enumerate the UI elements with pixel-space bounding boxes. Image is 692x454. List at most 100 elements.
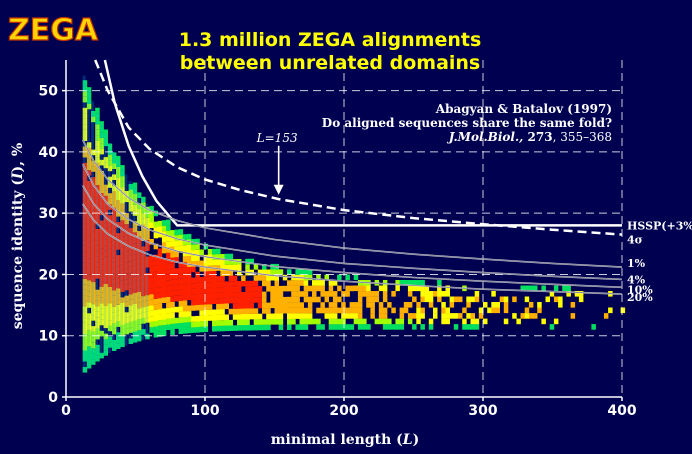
density-cell	[99, 237, 104, 243]
density-cell	[82, 168, 88, 175]
density-cell	[166, 291, 171, 297]
density-cell	[203, 276, 209, 283]
density-cell	[332, 291, 338, 297]
density-cell	[111, 240, 117, 247]
density-cell	[357, 296, 363, 303]
density-cell	[166, 313, 171, 319]
density-cell	[420, 307, 425, 314]
density-cell	[257, 319, 263, 325]
density-cell	[382, 291, 388, 297]
density-cell	[395, 318, 400, 325]
density-cell	[207, 298, 213, 305]
density-cell	[232, 325, 238, 331]
density-cell	[145, 311, 150, 318]
density-cell	[86, 274, 92, 281]
density-cell	[445, 291, 450, 297]
density-cell	[337, 296, 342, 303]
density-cell	[157, 248, 163, 255]
density-cell	[241, 297, 246, 304]
density-column	[82, 75, 86, 373]
density-cell	[111, 213, 117, 219]
density-cell	[178, 273, 184, 279]
density-cell	[574, 291, 580, 297]
density-cell	[566, 285, 571, 292]
density-cell	[491, 291, 496, 297]
density-cell	[399, 307, 405, 314]
density-cell	[349, 302, 355, 308]
density-cell	[249, 308, 254, 314]
density-cell	[312, 291, 317, 297]
density-cell	[145, 278, 150, 285]
density-cell	[228, 286, 234, 293]
density-cell	[141, 296, 146, 302]
density-cell	[149, 288, 154, 295]
density-cell	[107, 303, 113, 310]
density-cell	[86, 329, 92, 336]
density-cell	[91, 315, 96, 321]
density-cell	[95, 184, 100, 191]
density-cell	[182, 261, 188, 268]
density-cell	[103, 317, 108, 323]
density-cell	[437, 285, 442, 292]
density-cell	[182, 316, 188, 323]
density-cell	[224, 259, 229, 265]
density-cell	[253, 313, 259, 320]
density-cell	[161, 297, 167, 303]
density-cell	[237, 325, 242, 331]
density-cell	[82, 333, 88, 340]
density-cell	[103, 184, 108, 191]
density-cell	[153, 320, 159, 327]
density-cell	[136, 308, 142, 314]
curve-label-6: 20%	[627, 291, 653, 304]
density-cell	[228, 264, 234, 271]
density-cell	[474, 324, 480, 330]
density-cell	[141, 218, 146, 225]
density-cell	[128, 321, 134, 328]
density-cell	[157, 220, 163, 227]
density-cell	[174, 273, 179, 280]
density-cell	[82, 196, 88, 202]
density-cell	[491, 307, 496, 314]
density-cell	[128, 266, 134, 273]
density-cell	[136, 208, 142, 215]
density-cell	[416, 313, 421, 319]
density-cell	[299, 280, 304, 286]
density-cell	[141, 285, 146, 291]
density-cell	[387, 318, 392, 325]
density-cell	[136, 258, 142, 265]
density-cell	[216, 325, 221, 332]
density-cell	[103, 283, 108, 290]
density-cell	[82, 350, 88, 356]
density-cell	[161, 264, 167, 270]
density-cell	[111, 273, 117, 280]
density-cell	[86, 87, 92, 93]
density-cell	[341, 291, 346, 297]
density-cell	[228, 253, 234, 260]
density-cell	[203, 326, 209, 332]
density-cell	[483, 318, 488, 325]
density-cell	[262, 302, 267, 309]
density-cell	[203, 298, 209, 305]
density-cell	[182, 322, 188, 329]
density-cell	[136, 319, 142, 325]
density-cell	[224, 253, 229, 260]
density-cell	[212, 315, 217, 321]
density-cell	[545, 296, 550, 303]
density-cell	[99, 137, 104, 144]
density-cell	[141, 318, 146, 324]
chart-title-line-2: between unrelated domains	[180, 52, 480, 74]
density-cell	[95, 289, 100, 296]
density-cell	[86, 357, 92, 363]
density-column	[141, 198, 145, 341]
density-cell	[332, 280, 338, 286]
density-cell	[341, 302, 346, 308]
density-cell	[124, 251, 129, 258]
density-cell	[420, 313, 425, 319]
density-cell	[103, 217, 108, 224]
density-cell	[111, 185, 117, 192]
density-cell	[141, 229, 146, 236]
density-cell	[82, 179, 88, 186]
density-cell	[224, 264, 229, 271]
density-cell	[416, 280, 421, 286]
density-cell	[111, 224, 117, 230]
